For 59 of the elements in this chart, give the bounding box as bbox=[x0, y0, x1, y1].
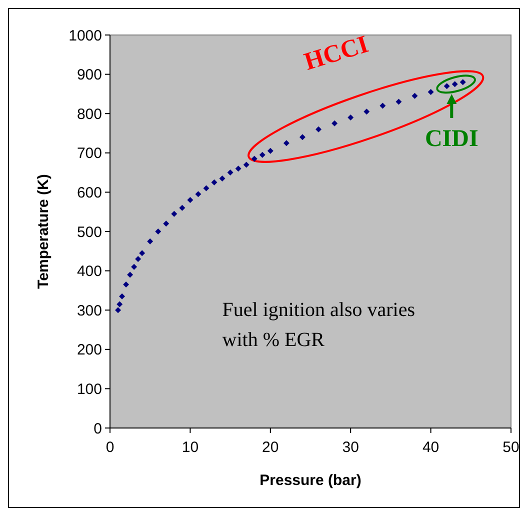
point bbox=[396, 98, 402, 105]
point bbox=[380, 102, 386, 109]
point bbox=[227, 170, 234, 176]
point bbox=[364, 108, 370, 115]
x-tick-label: 50 bbox=[502, 439, 520, 456]
point bbox=[123, 282, 130, 288]
point bbox=[135, 256, 142, 262]
point bbox=[147, 238, 154, 244]
x-tick-label: 10 bbox=[182, 439, 199, 456]
y-tick-label: 400 bbox=[76, 263, 102, 280]
x-axis-title: Pressure (bar) bbox=[260, 472, 362, 489]
point bbox=[235, 166, 242, 172]
point bbox=[179, 204, 186, 211]
point bbox=[428, 88, 434, 95]
point bbox=[119, 293, 126, 300]
y-tick-label: 600 bbox=[76, 184, 102, 202]
point bbox=[444, 83, 450, 90]
y-tick-label: 1000 bbox=[68, 27, 102, 44]
point bbox=[155, 228, 162, 234]
point bbox=[412, 92, 418, 99]
point bbox=[163, 220, 170, 227]
point bbox=[460, 79, 466, 86]
point bbox=[243, 162, 250, 168]
point bbox=[115, 307, 122, 314]
point bbox=[187, 197, 194, 204]
y-tick-label: 900 bbox=[76, 66, 102, 84]
point bbox=[131, 264, 138, 270]
point bbox=[203, 185, 210, 192]
point bbox=[283, 140, 290, 146]
point bbox=[211, 179, 218, 186]
point bbox=[139, 250, 146, 256]
point bbox=[452, 81, 458, 88]
annotation: HCCI bbox=[301, 30, 372, 76]
point bbox=[219, 175, 226, 182]
point bbox=[251, 156, 258, 162]
point bbox=[259, 152, 266, 158]
annotation: Fuel ignition also varies with % EGR bbox=[222, 298, 416, 351]
y-tick-label: 0 bbox=[94, 420, 102, 438]
x-tick-label: 20 bbox=[262, 439, 279, 456]
y-tick-label: 500 bbox=[76, 224, 102, 241]
point bbox=[195, 191, 202, 198]
point bbox=[316, 126, 322, 132]
point bbox=[127, 272, 134, 278]
point bbox=[348, 114, 354, 121]
y-tick-label: 800 bbox=[76, 106, 102, 123]
point bbox=[332, 120, 338, 126]
x-tick-label: 30 bbox=[342, 439, 359, 456]
x-tick-label: 40 bbox=[422, 439, 440, 456]
y-tick-label: 300 bbox=[76, 302, 102, 320]
annotation: CIDI bbox=[424, 126, 478, 152]
y-tick-label: 200 bbox=[76, 342, 102, 359]
point bbox=[267, 148, 274, 154]
y-tick-label: 700 bbox=[76, 145, 102, 162]
point bbox=[299, 134, 306, 140]
point bbox=[116, 301, 123, 308]
y-tick-label: 100 bbox=[76, 380, 102, 398]
point bbox=[171, 210, 178, 217]
x-tick-label: 0 bbox=[106, 439, 114, 456]
y-axis-title: Temperature (K) bbox=[35, 174, 52, 289]
